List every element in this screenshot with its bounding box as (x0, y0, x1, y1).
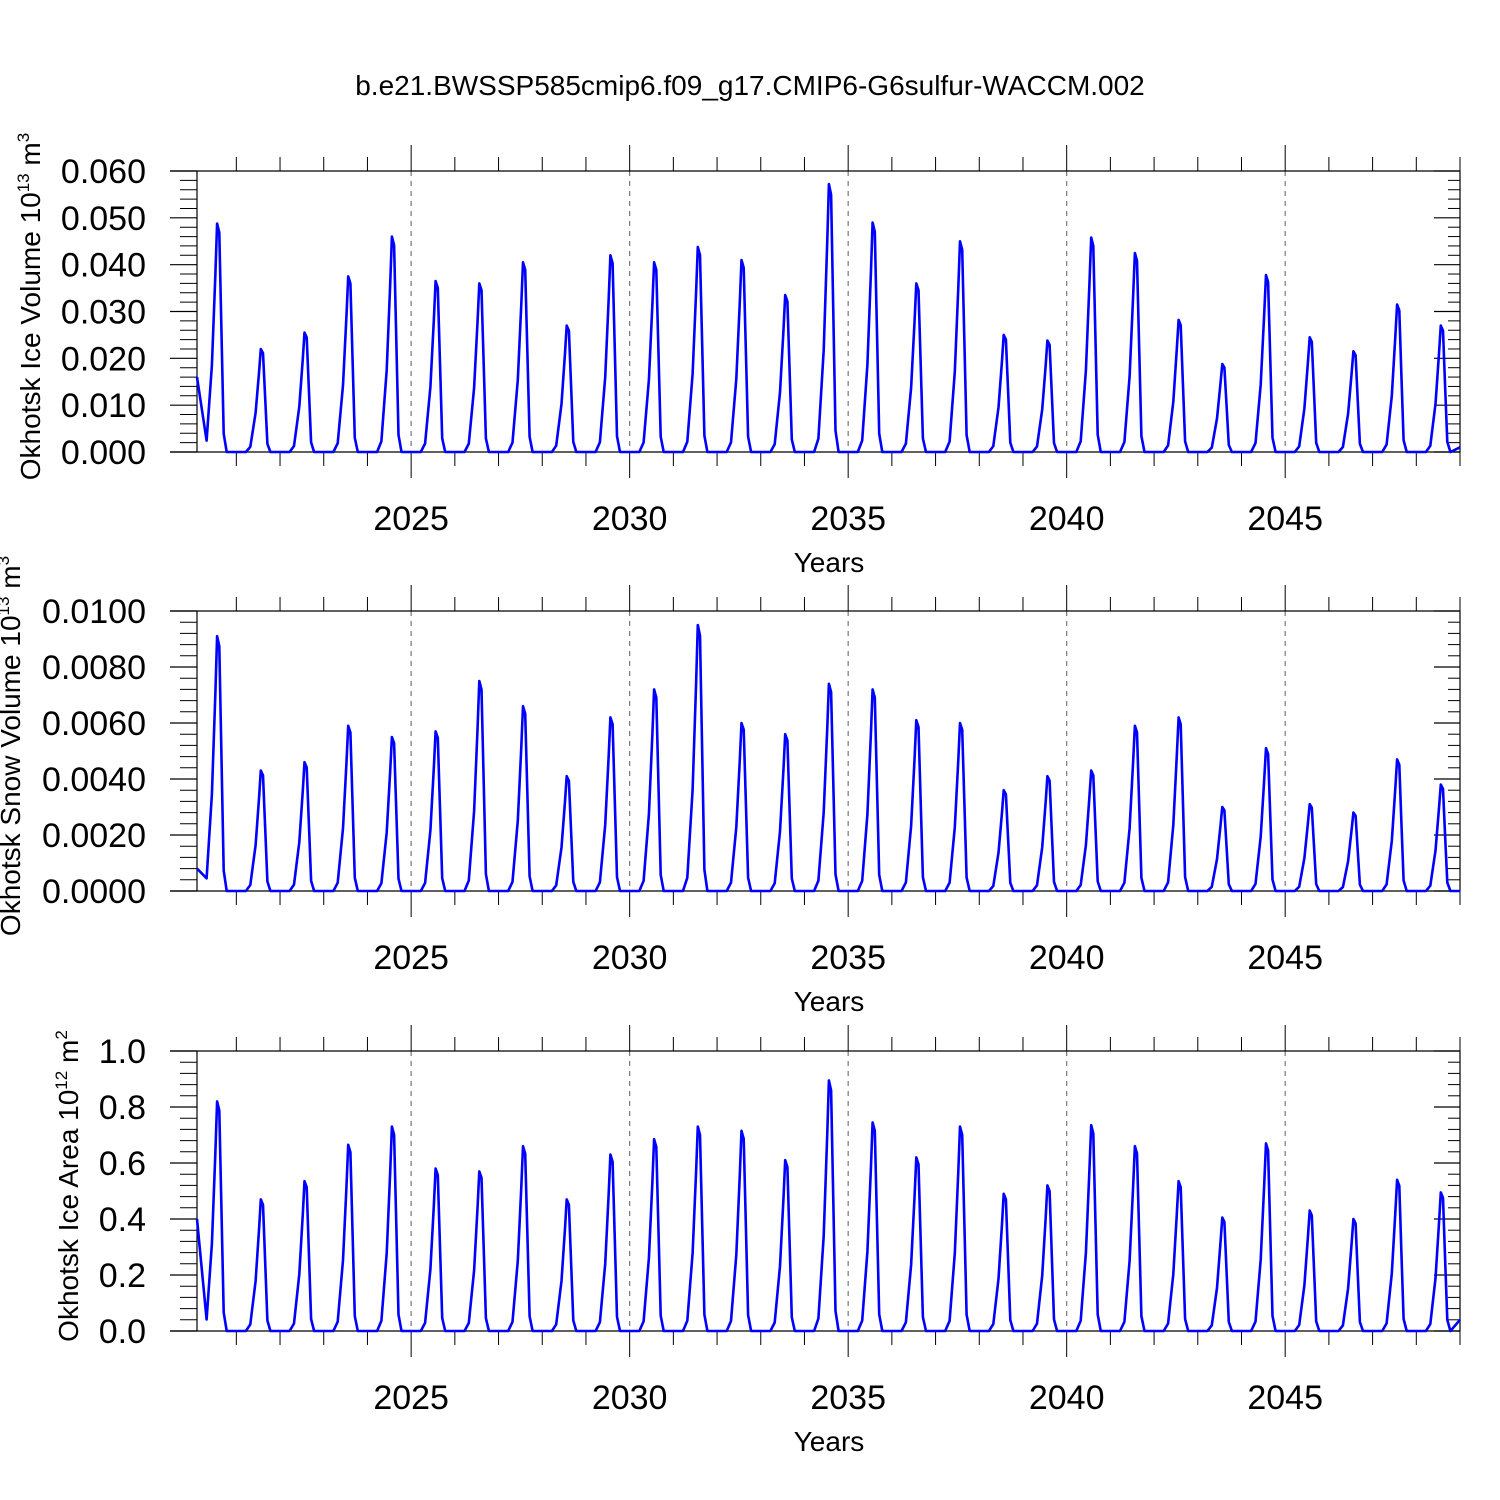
chart-panels: 0.000 0.010 0.020 0.030 0.040 0.050 0.060 2025 2… (0, 133, 1461, 1457)
x-tick-label: 2035 (810, 1379, 886, 1417)
x-tick-label: 2045 (1247, 939, 1323, 977)
x-tick-label: 2035 (810, 939, 886, 977)
x-tick-label: 2030 (592, 939, 668, 977)
y-tick-label: 0.060 (61, 153, 146, 191)
x-tick-label: 2025 (373, 1379, 449, 1417)
x-tick-label: 2040 (1029, 500, 1105, 538)
x-tick-label: 2030 (592, 1379, 668, 1417)
x-tick-label: 2030 (592, 500, 668, 538)
x-tick-label: 2040 (1029, 1379, 1105, 1417)
y-tick-label: 0.0000 (42, 873, 146, 911)
x-tick-label: 2025 (373, 939, 449, 977)
y-tick-label: 0.8 (99, 1089, 146, 1127)
series-line (195, 1079, 1461, 1333)
y-tick-label: 0.2 (99, 1257, 146, 1295)
chart-panel-1: 0.000 0.010 0.020 0.030 0.040 0.050 0.060 2025 2… (14, 133, 1461, 578)
y-tick-label: 0.020 (61, 340, 146, 378)
y-axis-title: Okhotsk Snow Volume 1013 m3 (0, 556, 26, 936)
y-tick-label: 0.0020 (42, 817, 146, 855)
y-tick-label: 0.000 (61, 434, 146, 472)
y-tick-label: 0.6 (99, 1145, 146, 1183)
y-axis-title: Okhotsk Ice Area 1012 m2 (52, 1030, 84, 1342)
chart-panel-3: 0.0 0.2 0.4 0.6 0.8 1.0 2025 2030 2035 2040 2045 Ye… (52, 1025, 1461, 1457)
y-tick-label: 0.0080 (42, 649, 146, 687)
x-axis-title: Years (794, 986, 865, 1017)
series-line (196, 623, 1460, 893)
y-tick-label: 0.0 (99, 1313, 146, 1351)
x-axis-title: Years (794, 547, 865, 578)
x-tick-label: 2025 (373, 500, 449, 538)
y-tick-label: 0.040 (61, 247, 146, 285)
y-tick-label: 0.4 (99, 1201, 146, 1239)
y-tick-label: 0.050 (61, 200, 146, 238)
y-tick-label: 0.0060 (42, 705, 146, 743)
x-tick-label: 2045 (1247, 500, 1323, 538)
x-tick-label: 2045 (1247, 1379, 1323, 1417)
y-tick-label: 0.030 (61, 294, 146, 332)
chart-panel-2: 0.0000 0.0020 0.0040 0.0060 0.0080 0.0100 2025… (0, 556, 1461, 1017)
x-axis-title: Years (794, 1426, 865, 1457)
y-axis-title: Okhotsk Ice Volume 1013 m3 (14, 133, 46, 480)
series-line (195, 182, 1461, 454)
y-tick-label: 0.010 (61, 387, 146, 425)
y-tick-label: 0.0040 (42, 761, 146, 799)
x-tick-label: 2040 (1029, 939, 1105, 977)
y-tick-label: 0.0100 (42, 593, 146, 631)
y-tick-label: 1.0 (99, 1033, 146, 1071)
x-tick-label: 2035 (810, 500, 886, 538)
chart-title: b.e21.BWSSP585cmip6.f09_g17.CMIP6-G6sulf… (355, 70, 1145, 101)
